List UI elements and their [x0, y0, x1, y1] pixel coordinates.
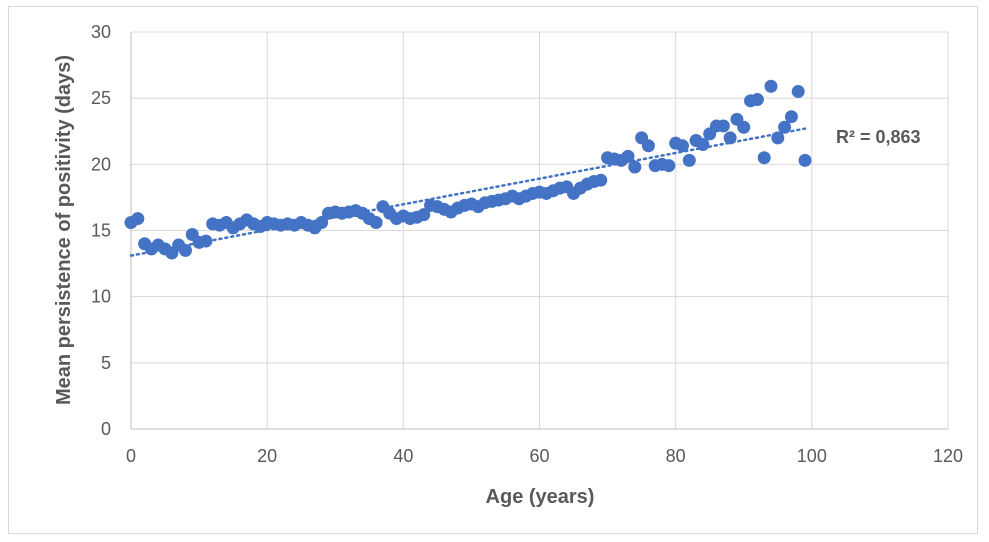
y-tick-label: 25 [91, 88, 111, 108]
data-point [757, 151, 771, 165]
x-tick-label: 120 [933, 446, 963, 466]
data-point [784, 110, 798, 124]
y-tick-label: 20 [91, 154, 111, 174]
r-squared-annotation: R² = 0,863 [836, 127, 921, 147]
data-point [628, 160, 642, 174]
y-tick-label: 10 [91, 287, 111, 307]
x-tick-label: 0 [126, 446, 136, 466]
data-point [716, 119, 730, 133]
axes [130, 32, 948, 430]
trendline-layer [129, 127, 807, 257]
data-points [124, 79, 812, 260]
data-point [682, 153, 696, 167]
data-point [369, 216, 383, 230]
gridlines [131, 31, 949, 429]
data-point [764, 79, 778, 93]
x-tick-label: 40 [393, 446, 413, 466]
y-tick-label: 30 [91, 22, 111, 42]
data-point [199, 234, 213, 248]
tick-labels: 0 5 10 15 20 25 30 0 20 40 60 80 100 120 [91, 22, 963, 466]
trendline [129, 127, 807, 257]
x-axis-title: Age (years) [486, 486, 595, 508]
data-point [778, 120, 792, 134]
data-point [696, 137, 710, 151]
y-tick-label: 5 [101, 353, 111, 373]
data-point [723, 131, 737, 145]
data-point [737, 120, 751, 134]
y-tick-label: 0 [101, 419, 111, 439]
data-point [750, 92, 764, 106]
data-point [798, 153, 812, 167]
x-tick-label: 80 [666, 446, 686, 466]
x-tick-label: 100 [797, 446, 827, 466]
data-point [675, 139, 689, 153]
data-point [621, 149, 635, 163]
x-tick-label: 20 [257, 446, 277, 466]
data-point [131, 212, 145, 226]
data-point [791, 85, 805, 99]
data-point [641, 139, 655, 153]
y-axis-title: Mean persistence of positivity (days) [53, 55, 75, 405]
data-point [178, 243, 192, 257]
data-point [594, 173, 608, 187]
y-tick-label: 15 [91, 221, 111, 241]
data-point [771, 131, 785, 145]
data-point [417, 208, 431, 222]
chart-frame [8, 6, 978, 534]
data-point [662, 159, 676, 173]
data-point [315, 216, 329, 230]
x-tick-label: 60 [529, 446, 549, 466]
